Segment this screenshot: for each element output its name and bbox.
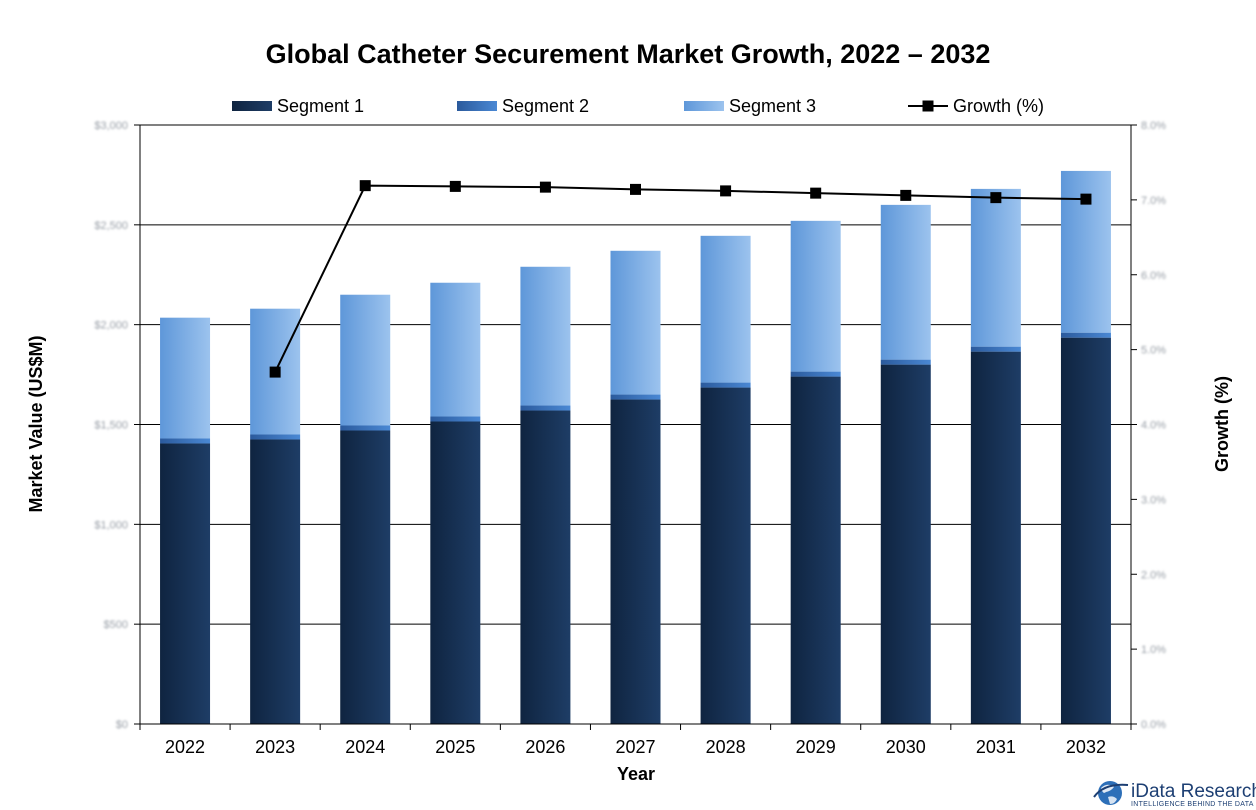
bar-segment-1-2022 (160, 443, 211, 724)
y-axis-right-title: Growth (%) (1212, 376, 1232, 472)
y-left-tick-label: $1,500 (94, 420, 128, 432)
x-tick-label-2025: 2025 (435, 737, 475, 757)
x-tick-label-2024: 2024 (345, 737, 385, 757)
bar-segment-3-2026 (520, 266, 571, 406)
y-right-tick-label: 6.0% (1141, 270, 1166, 282)
legend-item-segment-3: Segment 3 (684, 96, 816, 116)
y-right-tick-label: 3.0% (1141, 494, 1166, 506)
bar-segment-1-2023 (250, 439, 301, 724)
globe-icon (1093, 781, 1129, 805)
x-tick-label-2029: 2029 (796, 737, 836, 757)
bar-segment-2-2026 (520, 405, 571, 411)
bar-segment-1-2026 (520, 410, 571, 724)
logo: iData Research INTELLIGENCE BEHIND THE D… (1093, 781, 1256, 808)
bar-segment-2-2031 (970, 346, 1021, 352)
bar-segment-2-2027 (610, 394, 661, 400)
growth-line (269, 180, 1092, 378)
growth-point-2032 (1080, 193, 1092, 205)
x-tick-label-2026: 2026 (525, 737, 565, 757)
y-left-tick-label: $2,000 (94, 320, 128, 332)
legend-label-segment-1: Segment 1 (277, 96, 364, 116)
growth-point-2027 (630, 183, 641, 195)
bar-segment-3-2028 (700, 235, 751, 383)
bar-segment-3-2027 (610, 250, 661, 395)
legend-label-segment-2: Segment 2 (502, 96, 589, 116)
legend-label-growth: Growth (%) (953, 96, 1044, 116)
bar-segment-2-2032 (1060, 332, 1111, 338)
bar-segment-1-2024 (340, 430, 391, 724)
logo-tagline: INTELLIGENCE BEHIND THE DATA (1131, 801, 1254, 808)
y-right-tick-label: 1.0% (1141, 644, 1166, 656)
bar-segment-2-2024 (340, 425, 391, 431)
growth-point-2029 (810, 187, 822, 199)
x-axis-title: Year (617, 764, 655, 784)
bar-segment-1-2032 (1060, 337, 1111, 724)
y-axis-left-title: Market Value (US$M) (26, 335, 46, 512)
growth-point-2028 (720, 185, 732, 197)
growth-point-2024 (359, 180, 371, 192)
y-axis-right-ticks: 0.0% 1.0% 2.0% 3.0% 4.0% 5.0% 6.0% 7.0% 8.0% (1131, 120, 1166, 731)
y-right-tick-label: 8.0% (1141, 120, 1166, 132)
bar-segment-2-2029 (790, 371, 841, 377)
x-tick-label-2028: 2028 (706, 737, 746, 757)
legend-item-growth: Growth (%) (908, 96, 1044, 116)
growth-line-path (274, 184, 1086, 373)
y-right-tick-label: 2.0% (1141, 569, 1166, 581)
y-left-tick-label: $2,500 (94, 220, 128, 232)
y-left-tick-label: $0 (116, 719, 128, 731)
y-right-tick-label: 7.0% (1141, 195, 1166, 207)
y-left-tick-label: $1,000 (94, 519, 128, 531)
x-axis-ticks: 2022 2023 2024 2025 2026 2027 2028 2029 2030 2031… (139, 724, 1132, 757)
bar-segment-3-2029 (790, 220, 841, 372)
legend-item-segment-2: Segment 2 (457, 96, 589, 116)
bar-segment-1-2027 (610, 399, 661, 724)
legend-swatch-segment-1 (232, 101, 272, 111)
bar-segment-3-2025 (430, 282, 481, 417)
legend-label-segment-3: Segment 3 (729, 96, 816, 116)
chart-title: Global Catheter Securement Market Growth… (266, 39, 991, 69)
x-tick-label-2032: 2032 (1066, 737, 1106, 757)
legend: Segment 1 Segment 2 Segment 3 Growth (%) (232, 96, 1044, 116)
bar-segment-1-2029 (790, 376, 841, 724)
growth-point-2026 (539, 181, 551, 193)
bar-segment-1-2025 (430, 421, 481, 724)
x-tick-label-2030: 2030 (886, 737, 926, 757)
y-left-tick-label: $3,000 (94, 120, 128, 132)
growth-point-2030 (900, 189, 912, 201)
x-tick-label-2031: 2031 (976, 737, 1016, 757)
legend-swatch-segment-3 (684, 101, 724, 111)
growth-point-2023 (269, 366, 281, 378)
growth-point-2025 (449, 180, 461, 192)
bar-segment-2-2023 (250, 434, 301, 440)
bars (160, 170, 1111, 724)
bar-segment-2-2025 (430, 416, 481, 422)
legend-item-segment-1: Segment 1 (232, 96, 364, 116)
x-tick-label-2027: 2027 (615, 737, 655, 757)
y-right-tick-label: 4.0% (1141, 420, 1166, 432)
legend-marker (922, 100, 934, 112)
bar-segment-1-2031 (970, 351, 1021, 724)
y-axis-left-ticks: $0 $500 $1,000 $1,500 $2,000 $2,500 $3,000 (94, 120, 140, 731)
y-left-tick-label: $500 (104, 619, 128, 631)
x-tick-label-2023: 2023 (255, 737, 295, 757)
bar-segment-1-2030 (880, 364, 931, 724)
logo-name: iData Research (1131, 781, 1256, 802)
bar-segment-3-2022 (160, 317, 211, 439)
bar-segment-1-2028 (700, 387, 751, 724)
growth-point-2031 (990, 192, 1002, 204)
legend-swatch-segment-2 (457, 101, 497, 111)
bar-segment-3-2031 (970, 188, 1021, 347)
bar-segment-2-2028 (700, 382, 751, 388)
y-right-tick-label: 0.0% (1141, 719, 1166, 731)
bar-segment-2-2022 (160, 438, 211, 444)
bar-segment-3-2024 (340, 294, 391, 426)
bar-segment-3-2030 (880, 204, 931, 360)
bar-segment-2-2030 (880, 359, 931, 365)
x-tick-label-2022: 2022 (165, 737, 205, 757)
y-right-tick-label: 5.0% (1141, 345, 1166, 357)
